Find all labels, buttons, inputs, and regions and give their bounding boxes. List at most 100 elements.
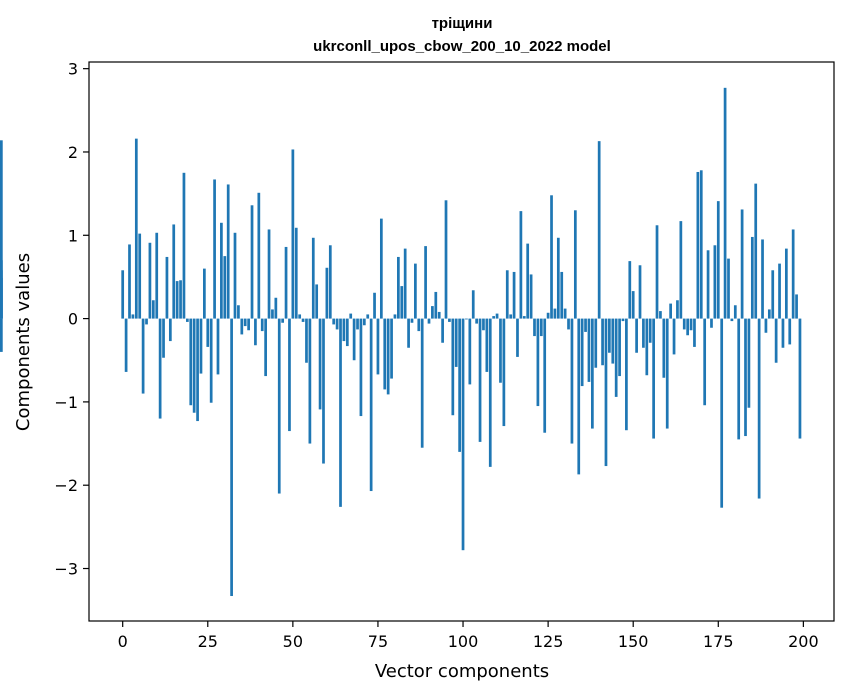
bar-67 — [349, 313, 353, 319]
bar-157 — [655, 225, 659, 319]
bar-146 — [618, 318, 621, 377]
bar-156 — [652, 318, 655, 439]
bar-81 — [397, 256, 400, 319]
bar-93 — [437, 311, 441, 319]
bar-28 — [216, 318, 220, 375]
bar-153 — [642, 318, 645, 348]
bar-17 — [179, 280, 182, 319]
bar-59 — [322, 318, 325, 464]
bar-142 — [604, 318, 608, 467]
bar-181 — [737, 318, 741, 440]
bar-121 — [533, 318, 536, 337]
bar-11 — [158, 318, 162, 419]
bar-191 — [771, 270, 775, 319]
bar-107 — [485, 318, 489, 372]
bar-49 — [288, 318, 291, 432]
bar-199 — [798, 318, 802, 439]
x-axis-label: Vector components — [375, 661, 549, 682]
bar-34 — [237, 305, 240, 319]
bar-32 — [230, 318, 233, 597]
bar-4 — [134, 138, 138, 319]
bar-196 — [788, 318, 792, 345]
bar-undefined — [0, 318, 3, 352]
chart-subtitle: ukrconll_upos_cbow_200_10_2022 model — [313, 38, 611, 55]
bar-68 — [352, 318, 356, 361]
bar-undefined — [0, 260, 3, 319]
bar-29 — [220, 222, 223, 319]
bar-159 — [662, 318, 666, 378]
x-tick-label: 150 — [618, 632, 649, 651]
bar-9 — [151, 300, 155, 319]
bar-125 — [546, 312, 550, 319]
x-axis-ticks: 0 25 50 75 100 125 150 175 200 — [118, 621, 819, 651]
bar-3 — [131, 314, 135, 319]
x-tick-label: 100 — [448, 632, 479, 651]
bar-172 — [706, 250, 710, 319]
bar-21 — [192, 318, 196, 413]
bar-30 — [223, 256, 227, 319]
x-tick-label: 125 — [533, 632, 564, 651]
bar-106 — [482, 318, 485, 331]
bar-102 — [468, 318, 472, 385]
bar-166 — [686, 318, 690, 336]
bar-78 — [386, 318, 390, 395]
bar-77 — [383, 318, 387, 390]
bar-119 — [526, 243, 530, 319]
y-tick-label: 3 — [68, 60, 78, 79]
bar-111 — [499, 318, 502, 383]
bar-135 — [580, 318, 584, 387]
bar-79 — [390, 318, 393, 379]
bar-173 — [710, 318, 713, 328]
bar-48 — [284, 246, 288, 319]
bar-176 — [720, 318, 724, 508]
bar-65 — [342, 318, 346, 342]
bar-55 — [308, 318, 312, 444]
bar-113 — [505, 270, 509, 319]
bar-175 — [716, 201, 720, 319]
bar-103 — [471, 290, 475, 319]
bar-186 — [754, 183, 758, 319]
bar-129 — [560, 271, 564, 319]
bar-131 — [567, 318, 570, 330]
bar-115 — [512, 271, 516, 319]
bar-63 — [335, 318, 339, 330]
bar-40 — [257, 192, 261, 319]
bar-195 — [784, 248, 788, 319]
bar-19 — [186, 318, 189, 322]
bar-82 — [400, 286, 404, 319]
bar-136 — [584, 318, 587, 332]
bar-18 — [182, 172, 186, 319]
bar-108 — [488, 318, 492, 467]
bar-174 — [713, 245, 717, 319]
bar-192 — [774, 318, 778, 363]
bar-193 — [778, 263, 781, 319]
bar-47 — [281, 318, 285, 323]
bar-14 — [168, 318, 172, 342]
bar-184 — [747, 318, 751, 408]
bar-180 — [733, 305, 737, 319]
bar-163 — [676, 300, 679, 319]
bar-171 — [703, 318, 707, 406]
bar-95 — [444, 200, 448, 319]
bar-130 — [563, 308, 567, 319]
bar-194 — [781, 318, 785, 348]
y-tick-label: 1 — [68, 226, 78, 245]
chart-title: тріщини — [432, 15, 493, 32]
bar-183 — [744, 318, 747, 437]
bar-170 — [699, 170, 703, 319]
bar-12 — [162, 318, 165, 358]
x-tick-label: 50 — [283, 632, 303, 651]
bar-0 — [121, 270, 125, 319]
bar-44 — [271, 309, 274, 319]
bar-16 — [175, 281, 179, 319]
bar-38 — [250, 205, 254, 319]
bar-144 — [611, 318, 615, 364]
bar-2 — [128, 244, 131, 319]
bar-117 — [519, 211, 523, 319]
bar-98 — [454, 318, 458, 367]
bar-45 — [274, 297, 278, 319]
bar-187 — [757, 318, 761, 499]
bar-62 — [332, 318, 336, 325]
bar-126 — [550, 195, 553, 319]
bar-116 — [516, 318, 519, 357]
